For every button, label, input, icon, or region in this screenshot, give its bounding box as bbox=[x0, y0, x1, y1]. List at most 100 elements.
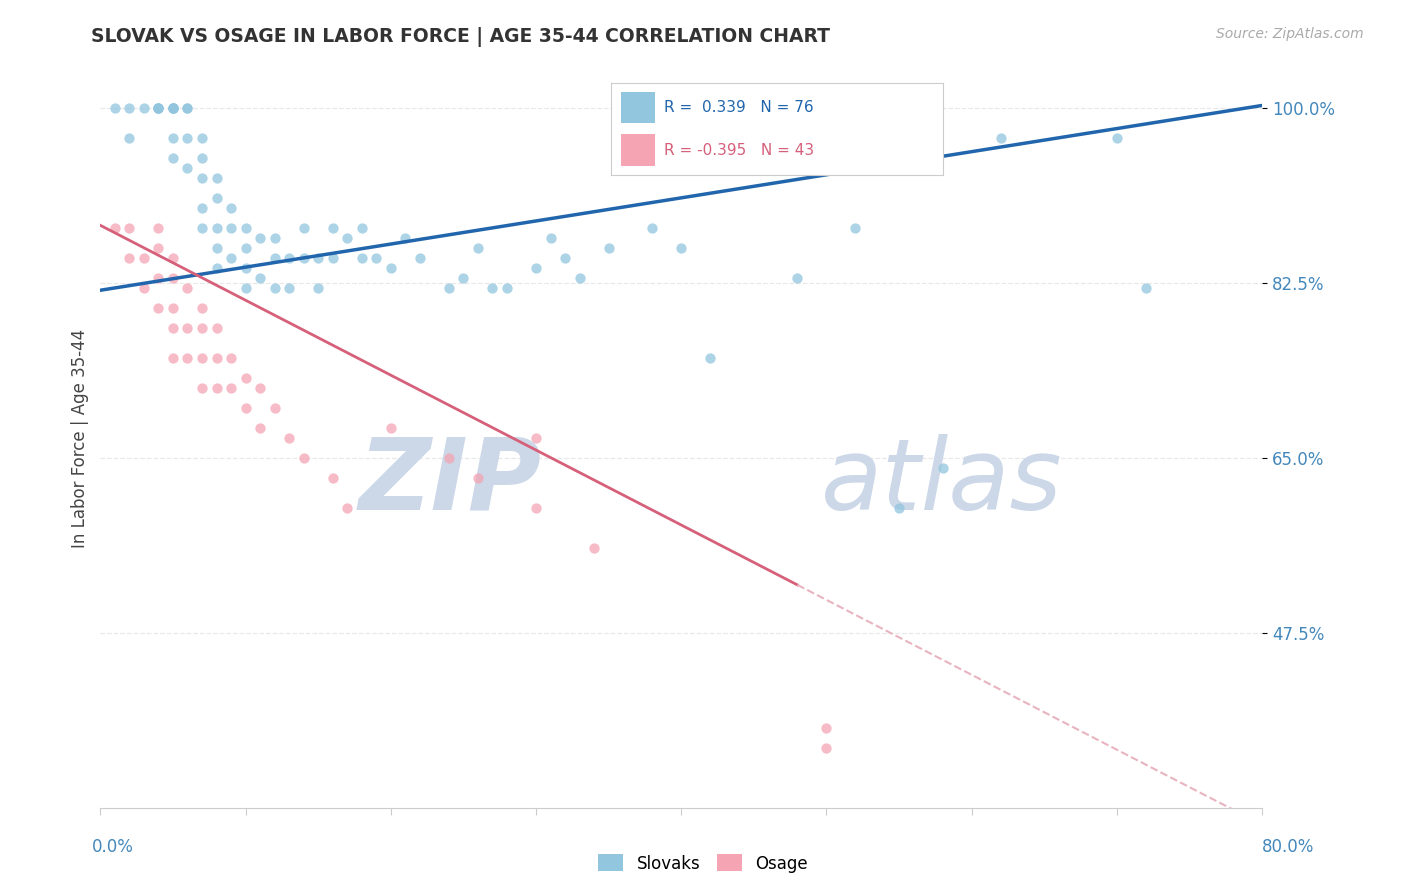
Point bbox=[380, 261, 402, 276]
Point bbox=[191, 202, 214, 216]
Point bbox=[132, 281, 155, 295]
Point bbox=[249, 381, 271, 395]
Point bbox=[322, 252, 344, 266]
Point bbox=[219, 221, 242, 235]
Point bbox=[219, 252, 242, 266]
Point bbox=[409, 252, 432, 266]
Point bbox=[118, 131, 141, 145]
Point bbox=[699, 351, 721, 366]
Point bbox=[336, 500, 359, 515]
Point bbox=[148, 221, 170, 235]
Point bbox=[205, 171, 228, 186]
Point bbox=[162, 301, 184, 316]
Point bbox=[176, 281, 198, 295]
Point bbox=[148, 102, 170, 116]
Point bbox=[249, 271, 271, 285]
Point bbox=[235, 371, 257, 385]
Point bbox=[350, 221, 373, 235]
Point bbox=[162, 252, 184, 266]
Point bbox=[191, 351, 214, 366]
Point bbox=[176, 321, 198, 335]
Point bbox=[219, 381, 242, 395]
Point bbox=[205, 191, 228, 205]
Point bbox=[598, 241, 620, 255]
Point bbox=[205, 381, 228, 395]
Point bbox=[162, 131, 184, 145]
Point bbox=[380, 421, 402, 435]
Point bbox=[219, 202, 242, 216]
Point bbox=[162, 102, 184, 116]
Point bbox=[176, 131, 198, 145]
Point bbox=[786, 271, 808, 285]
Point bbox=[394, 231, 416, 245]
Point bbox=[148, 102, 170, 116]
Point bbox=[205, 351, 228, 366]
Point bbox=[307, 281, 329, 295]
Point bbox=[931, 461, 953, 475]
Point bbox=[176, 102, 198, 116]
Point bbox=[366, 252, 388, 266]
Point bbox=[524, 431, 547, 445]
Point bbox=[148, 301, 170, 316]
Point bbox=[453, 271, 475, 285]
Point bbox=[235, 281, 257, 295]
Text: ZIP: ZIP bbox=[359, 434, 541, 531]
Point bbox=[132, 102, 155, 116]
Point bbox=[292, 451, 315, 466]
Point bbox=[176, 102, 198, 116]
Point bbox=[162, 152, 184, 166]
Point bbox=[148, 241, 170, 255]
Point bbox=[263, 231, 285, 245]
Point bbox=[176, 351, 198, 366]
Point bbox=[104, 221, 127, 235]
Point bbox=[263, 252, 285, 266]
Legend: Slovaks, Osage: Slovaks, Osage bbox=[592, 847, 814, 880]
Point bbox=[669, 241, 692, 255]
Point bbox=[235, 241, 257, 255]
Text: Source: ZipAtlas.com: Source: ZipAtlas.com bbox=[1216, 27, 1364, 41]
Point bbox=[815, 740, 838, 755]
Point bbox=[205, 241, 228, 255]
Point bbox=[263, 281, 285, 295]
Point bbox=[641, 221, 664, 235]
Point bbox=[162, 102, 184, 116]
Point bbox=[118, 252, 141, 266]
Point bbox=[278, 431, 301, 445]
Point bbox=[322, 221, 344, 235]
Text: 0.0%: 0.0% bbox=[91, 838, 134, 856]
Point bbox=[191, 171, 214, 186]
Point bbox=[467, 471, 489, 485]
Point bbox=[191, 221, 214, 235]
Point bbox=[554, 252, 576, 266]
Point bbox=[148, 102, 170, 116]
Point bbox=[132, 252, 155, 266]
Point bbox=[437, 451, 460, 466]
Point bbox=[524, 500, 547, 515]
Point bbox=[322, 471, 344, 485]
Point bbox=[205, 321, 228, 335]
Point bbox=[990, 131, 1012, 145]
Point bbox=[162, 102, 184, 116]
Text: SLOVAK VS OSAGE IN LABOR FORCE | AGE 35-44 CORRELATION CHART: SLOVAK VS OSAGE IN LABOR FORCE | AGE 35-… bbox=[91, 27, 831, 46]
Point bbox=[540, 231, 562, 245]
Point bbox=[496, 281, 519, 295]
Point bbox=[292, 221, 315, 235]
Point bbox=[162, 271, 184, 285]
Point bbox=[1105, 131, 1128, 145]
Point bbox=[249, 231, 271, 245]
Point bbox=[887, 500, 910, 515]
Point bbox=[191, 301, 214, 316]
Point bbox=[205, 221, 228, 235]
Point bbox=[118, 102, 141, 116]
Point bbox=[235, 401, 257, 416]
Text: 80.0%: 80.0% bbox=[1263, 838, 1315, 856]
Point bbox=[437, 281, 460, 295]
Point bbox=[148, 271, 170, 285]
Y-axis label: In Labor Force | Age 35-44: In Labor Force | Age 35-44 bbox=[72, 328, 89, 548]
Point bbox=[191, 321, 214, 335]
Point bbox=[583, 541, 606, 555]
Text: atlas: atlas bbox=[821, 434, 1062, 531]
Point bbox=[162, 102, 184, 116]
Point bbox=[162, 321, 184, 335]
Point bbox=[249, 421, 271, 435]
